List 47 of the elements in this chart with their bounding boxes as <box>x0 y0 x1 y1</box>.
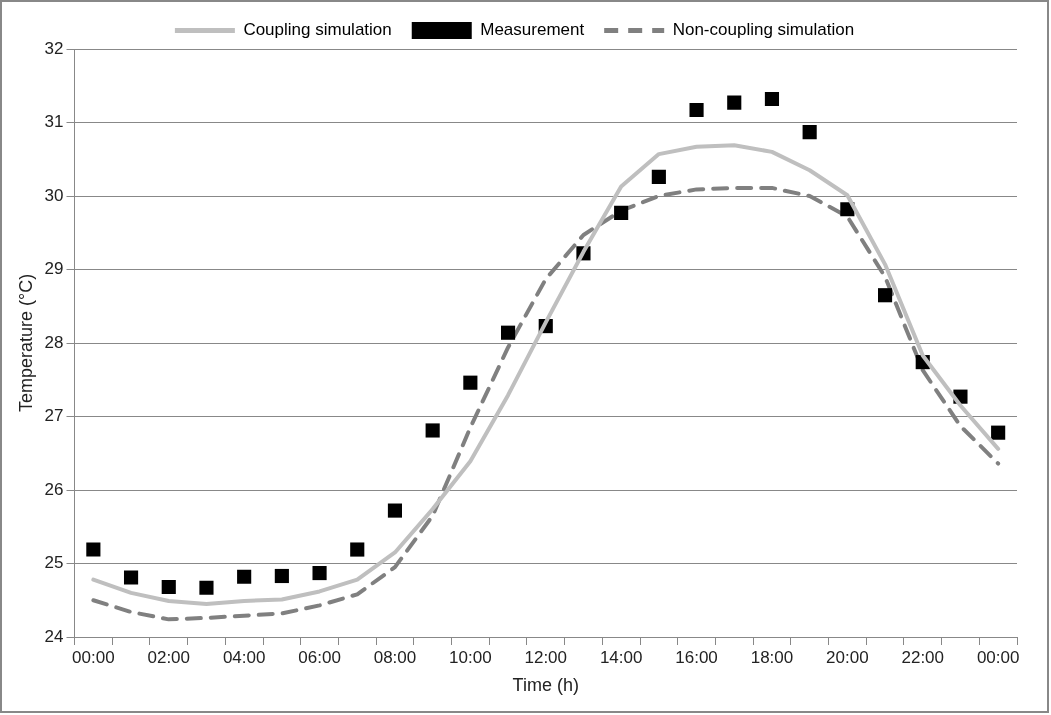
x-tick-label: 10:00 <box>449 647 492 667</box>
y-tick-label: 28 <box>44 332 64 352</box>
y-tick-label: 24 <box>44 626 64 646</box>
x-tick-label: 18:00 <box>750 647 794 667</box>
point <box>651 169 666 184</box>
y-tick-label: 30 <box>44 185 64 205</box>
point <box>689 102 704 118</box>
point <box>802 124 817 140</box>
x-tick-label: 00:00 <box>976 647 1020 667</box>
point <box>312 565 327 581</box>
x-tick-label: 02:00 <box>147 647 191 667</box>
point <box>387 503 403 518</box>
point <box>614 205 629 220</box>
y-axis-title: Temperature (°C) <box>15 273 36 413</box>
y-tick-label: 27 <box>44 406 64 426</box>
y-tick-label: 31 <box>44 112 64 132</box>
point <box>425 423 440 438</box>
point <box>991 425 1006 440</box>
point <box>274 568 289 584</box>
y-tick-label: 26 <box>44 479 64 499</box>
x-tick-label: 22:00 <box>901 647 945 667</box>
x-tick-label: 16:00 <box>675 647 718 667</box>
x-axis-title: Time (h) <box>512 675 579 696</box>
y-tick-label: 29 <box>44 259 64 279</box>
x-tick-label: 06:00 <box>298 647 341 667</box>
x-tick-label: 00:00 <box>72 647 115 667</box>
y-tick-label: 25 <box>44 553 64 573</box>
x-tick-label: 12:00 <box>524 647 568 667</box>
point <box>764 91 780 107</box>
x-tick-label: 14:00 <box>599 647 643 667</box>
point <box>161 579 176 595</box>
legend-label: Coupling simulation <box>243 20 392 40</box>
point <box>86 542 101 557</box>
x-tick-label: 08:00 <box>373 647 417 667</box>
point <box>877 288 893 303</box>
y-tick-label: 32 <box>44 38 64 58</box>
point <box>199 580 214 595</box>
point <box>123 570 139 585</box>
legend-label: Non-coupling simulation <box>672 20 855 40</box>
point <box>350 542 365 557</box>
point <box>500 325 516 340</box>
point <box>727 95 742 110</box>
x-tick-label: 04:00 <box>222 647 266 667</box>
x-tick-label: 20:00 <box>826 647 869 667</box>
point <box>237 569 252 584</box>
point <box>463 375 478 390</box>
legend-label: Measurement <box>480 20 585 40</box>
